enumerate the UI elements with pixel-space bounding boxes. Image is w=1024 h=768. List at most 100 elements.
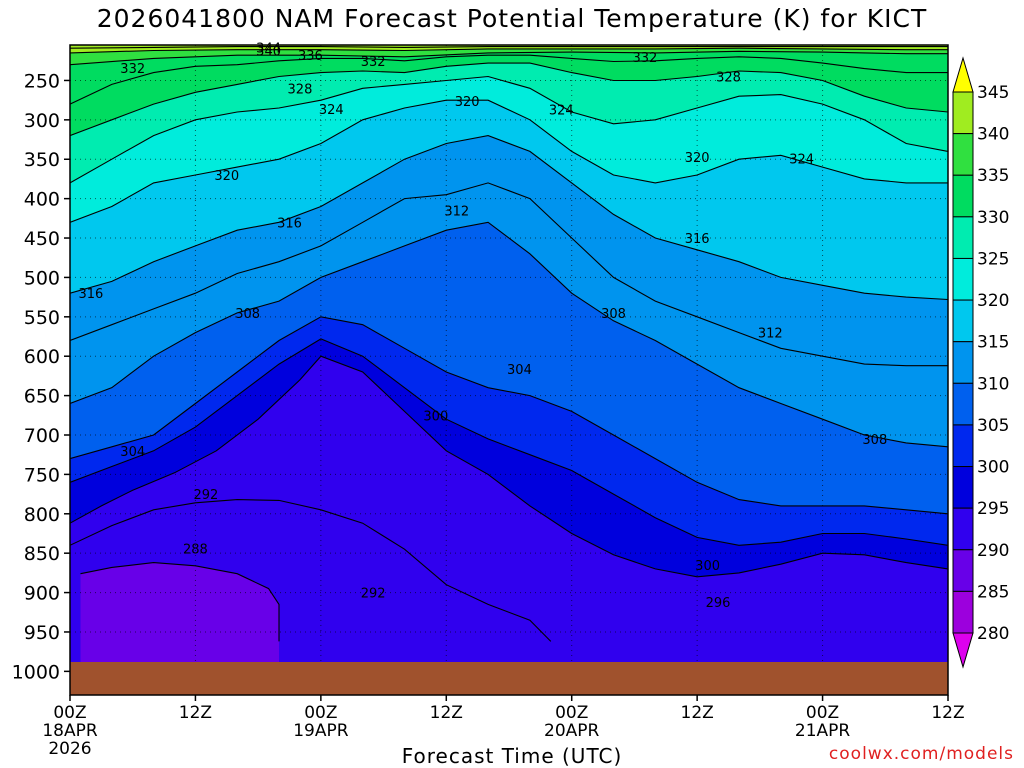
- colorbar-segment: [952, 216, 974, 259]
- x-tick-label: 18APR: [42, 721, 98, 741]
- colorbar-label: 280: [977, 624, 1009, 644]
- y-tick-label: 450: [24, 228, 60, 250]
- contour-label: 324: [319, 103, 344, 118]
- contour-label: 304: [120, 445, 145, 460]
- contour-332: [70, 54, 948, 105]
- contour-label: 332: [632, 51, 657, 66]
- contour-316: [70, 135, 948, 301]
- x-tick-label: 21APR: [795, 721, 851, 741]
- y-tick-label: 800: [24, 504, 60, 526]
- colorbar-label: 340: [977, 125, 1009, 145]
- contour-300: [70, 338, 948, 546]
- band-288: [80, 562, 279, 695]
- contour-label: 288: [183, 542, 208, 557]
- contour-label: 292: [193, 488, 218, 503]
- x-tick-label: 19APR: [293, 721, 349, 741]
- y-tick-label: 1000: [12, 661, 60, 683]
- contour-label: 312: [758, 327, 783, 342]
- potential-temperature-field: [70, 45, 948, 695]
- contour-label: 312: [444, 204, 469, 219]
- contour-label: 320: [455, 95, 480, 110]
- colorbar-segment: [952, 424, 974, 468]
- contour-label: 316: [685, 232, 710, 247]
- contour-label: 328: [288, 82, 313, 97]
- contour-304: [70, 316, 948, 515]
- y-tick-label: 550: [24, 307, 60, 329]
- colorbar-label: 290: [977, 541, 1009, 561]
- y-tick-label: 300: [24, 110, 60, 132]
- colorbar-label: 330: [977, 208, 1009, 228]
- x-tick-label: 00Z: [555, 703, 588, 723]
- colorbar-label: 320: [977, 291, 1009, 311]
- credit-text: coolwx.com/models: [828, 744, 1014, 764]
- colorbar-segment: [952, 341, 974, 384]
- contour-label: 320: [685, 151, 710, 166]
- contour-label: 328: [716, 71, 741, 86]
- x-tick-label: 20APR: [544, 721, 600, 741]
- y-tick-label: 500: [24, 267, 60, 289]
- contour-288: [80, 562, 280, 642]
- contour-label: 308: [601, 307, 626, 322]
- contour-320: [70, 99, 948, 223]
- contour-lines: [70, 46, 948, 642]
- colorbar-arrow-bottom: [952, 632, 974, 669]
- colorbar-arrow-top: [952, 56, 974, 93]
- colorbar-label: 310: [977, 374, 1009, 394]
- colorbar-label: 325: [977, 249, 1009, 269]
- colorbar-label: 315: [977, 333, 1009, 353]
- x-tick-label: 12Z: [931, 703, 964, 723]
- contour-label: 324: [549, 104, 574, 119]
- contour-label: 316: [78, 287, 103, 302]
- colorbar-segment: [952, 590, 974, 634]
- colorbar-segment: [952, 299, 974, 343]
- x-tick-label: 12Z: [681, 703, 714, 723]
- y-tick-label: 950: [24, 622, 60, 644]
- x-tick-label: 12Z: [430, 703, 463, 723]
- y-tick-label: 650: [24, 386, 60, 408]
- x-tick-label: 00Z: [304, 703, 337, 723]
- contour-328: [70, 62, 948, 137]
- contour-312: [70, 182, 948, 367]
- y-tick-label: 350: [24, 149, 60, 171]
- contour-340: [70, 47, 948, 54]
- y-axis: 250 300 350 400 450 500 550 600 650 700 750 800 850 9…: [12, 70, 70, 683]
- x-tick-label: 12Z: [179, 703, 212, 723]
- colorbar-segment: [952, 507, 974, 551]
- colorbar-segment: [952, 257, 974, 301]
- contour-label: 324: [789, 152, 814, 167]
- colorbar-label: 335: [977, 166, 1009, 186]
- ground-surface: [70, 662, 948, 695]
- colorbar-segment: [952, 549, 974, 592]
- contour-344: [70, 46, 948, 49]
- contour-308: [70, 221, 948, 448]
- contour-label: 308: [235, 307, 260, 322]
- contour-336: [70, 50, 948, 66]
- colorbar-label: 295: [977, 499, 1009, 519]
- contour-label: 300: [695, 559, 720, 574]
- contour-292: [70, 499, 552, 642]
- grid-lines: [70, 45, 948, 695]
- y-tick-label: 400: [24, 189, 60, 211]
- colorbar-segment: [952, 466, 974, 509]
- colorbar-label: 300: [977, 458, 1009, 478]
- contour-label: 304: [507, 363, 532, 378]
- contour-label: 316: [277, 216, 302, 231]
- colorbar-segment: [952, 382, 974, 426]
- colorbar-label: 285: [977, 582, 1009, 602]
- contour-324: [70, 75, 948, 184]
- y-tick-label: 700: [24, 425, 60, 447]
- contour-label: 332: [120, 62, 145, 77]
- x-tick-label: 00Z: [806, 703, 839, 723]
- x-axis-title: Forecast Time (UTC): [401, 744, 623, 768]
- contour-label: 308: [862, 433, 887, 448]
- colorbar-segment: [952, 133, 974, 176]
- contour-label: 336: [298, 49, 323, 64]
- y-tick-label: 750: [24, 464, 60, 486]
- colorbar-segment: [952, 91, 974, 135]
- contour-label: 300: [423, 409, 448, 424]
- contour-label: 320: [214, 169, 239, 184]
- x-tick-label: 2026: [48, 739, 91, 759]
- colorbar-label: 305: [977, 416, 1009, 436]
